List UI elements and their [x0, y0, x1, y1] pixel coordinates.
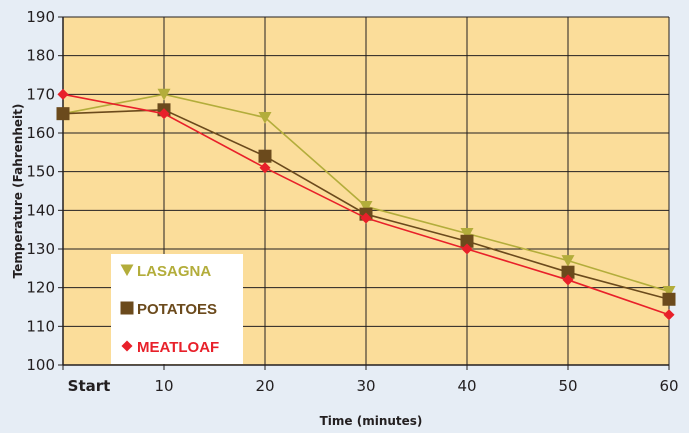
- data-point: [258, 149, 272, 163]
- y-tick-label: 100: [26, 356, 55, 374]
- series-meatloaf: [57, 88, 675, 321]
- data-point: [662, 286, 676, 298]
- y-tick-label: 170: [26, 85, 55, 103]
- data-point: [56, 107, 70, 121]
- series-layer: [56, 88, 676, 321]
- legend: LASAGNA POTATOES MEATLOAF: [111, 254, 243, 364]
- data-point: [662, 292, 676, 306]
- data-point: [561, 265, 575, 279]
- data-point: [158, 108, 170, 120]
- data-point: [57, 88, 69, 100]
- x-tick-label: 40: [457, 377, 476, 395]
- legend-label: MEATLOAF: [137, 339, 219, 356]
- y-tick-label: 180: [26, 47, 55, 65]
- legend-marker: [121, 340, 133, 352]
- y-tick-label: 130: [26, 240, 55, 258]
- y-tick-label: 110: [26, 317, 55, 335]
- x-axis-title: Time (minutes): [320, 414, 423, 428]
- y-tick-label: 150: [26, 163, 55, 181]
- y-tick-label: 160: [26, 124, 55, 142]
- y-axis-title: Temperature (Fahrenheit): [11, 104, 25, 279]
- x-tick-label: 30: [356, 377, 375, 395]
- x-tick-label: 10: [154, 377, 173, 395]
- data-point: [258, 112, 272, 124]
- y-tick-label: 120: [26, 279, 55, 297]
- y-tick-label: 140: [26, 201, 55, 219]
- data-point: [562, 274, 574, 286]
- data-point: [259, 162, 271, 174]
- data-point: [460, 228, 474, 240]
- y-axis-ticks: 100 110 120 130 140 150 160 170 180 190: [26, 8, 63, 374]
- data-point: [359, 200, 373, 213]
- y-tick-label: 190: [26, 8, 55, 26]
- data-point: [461, 243, 473, 255]
- data-point: [157, 88, 171, 101]
- legend-marker: [120, 264, 134, 277]
- data-point: [561, 255, 575, 267]
- x-tick-label: Start: [68, 377, 111, 395]
- legend-label: POTATOES: [137, 301, 217, 318]
- legend-label: LASAGNA: [137, 263, 211, 280]
- data-point: [460, 234, 474, 248]
- legend-marker: [120, 301, 134, 315]
- x-tick-label: 60: [659, 377, 678, 395]
- data-point: [360, 212, 372, 224]
- data-point: [663, 309, 675, 321]
- x-tick-label: 50: [558, 377, 577, 395]
- x-axis-ticks: Start 10 20 30 40 50 60: [62, 365, 679, 395]
- x-tick-label: 20: [255, 377, 274, 395]
